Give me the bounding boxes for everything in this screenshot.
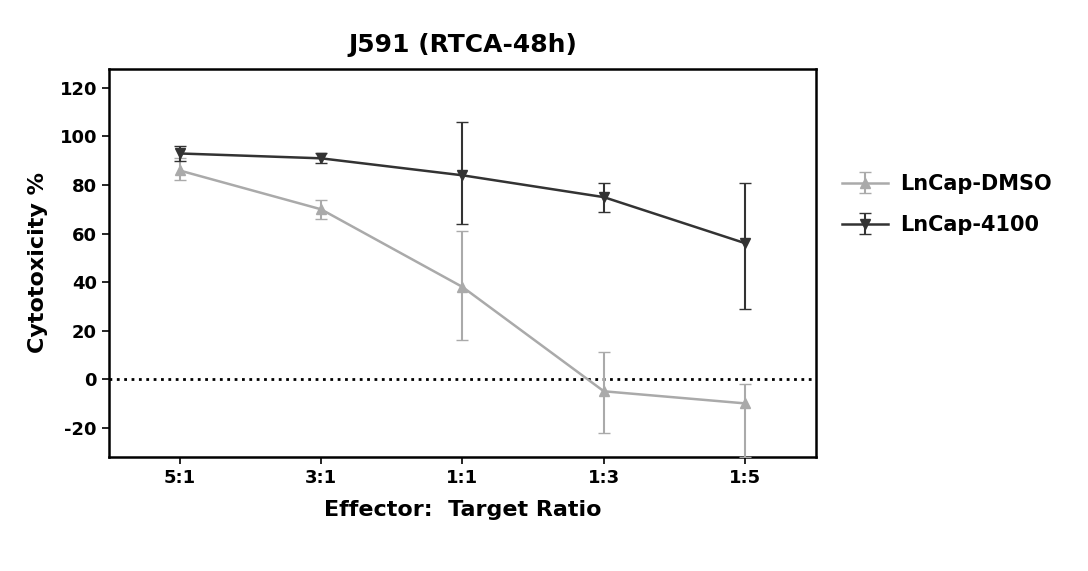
Y-axis label: Cytotoxicity %: Cytotoxicity % [28,172,48,353]
X-axis label: Effector:  Target Ratio: Effector: Target Ratio [323,501,602,521]
Title: J591 (RTCA-48h): J591 (RTCA-48h) [348,33,577,57]
Legend: LnCap-DMSO, LnCap-4100: LnCap-DMSO, LnCap-4100 [833,166,1060,243]
